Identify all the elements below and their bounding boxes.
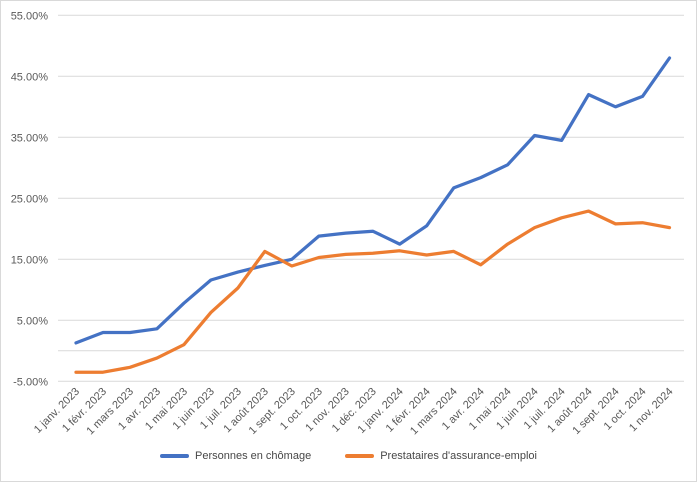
series-line-personnes-en-chomage bbox=[74, 56, 672, 345]
y-axis-tick-label: 45.00% bbox=[11, 71, 49, 83]
y-axis-tick-label: -5.00% bbox=[13, 376, 48, 388]
y-axis-tick-label: 15.00% bbox=[11, 254, 49, 266]
series-line-prestataires-assurance-emploi bbox=[74, 209, 672, 374]
legend-label-personnes-en-chomage: Personnes en chômage bbox=[195, 450, 312, 462]
legend-item-personnes-en-chomage[interactable]: Personnes en chômage bbox=[160, 450, 311, 462]
y-axis-tick-label: 5.00% bbox=[17, 315, 48, 327]
legend-swatch-blue-line-icon bbox=[160, 454, 189, 458]
y-axis-tick-label: 55.00% bbox=[11, 10, 49, 22]
y-axis-tick-label: 25.00% bbox=[11, 193, 49, 205]
legend: Personnes en chômage Prestataires d'assu… bbox=[1, 450, 696, 462]
legend-swatch-orange-line-icon bbox=[345, 454, 375, 458]
legend-label-prestataires-assurance-emploi: Prestataires d'assurance-emploi bbox=[380, 450, 537, 462]
legend-item-prestataires-assurance-emploi[interactable]: Prestataires d'assurance-emploi bbox=[345, 450, 537, 462]
y-axis-tick-label: 35.00% bbox=[11, 132, 49, 144]
